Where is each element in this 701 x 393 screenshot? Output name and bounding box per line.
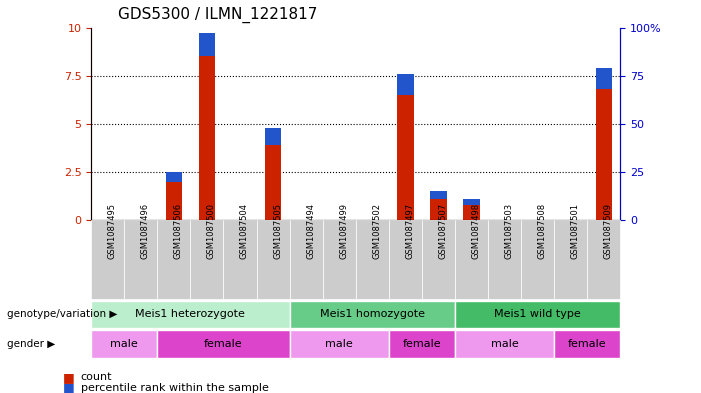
Text: GSM1087502: GSM1087502: [372, 204, 381, 259]
Text: male: male: [325, 339, 353, 349]
Bar: [430, 199, 447, 220]
Bar: [596, 89, 612, 220]
Text: GSM1087499: GSM1087499: [339, 204, 348, 259]
Text: ■: ■: [63, 371, 75, 384]
Text: Meis1 heterozygote: Meis1 heterozygote: [135, 309, 245, 320]
Text: GSM1087503: GSM1087503: [505, 203, 514, 259]
Text: Meis1 wild type: Meis1 wild type: [494, 309, 581, 320]
Text: Meis1 homozygote: Meis1 homozygote: [320, 309, 425, 320]
Text: GDS5300 / ILMN_1221817: GDS5300 / ILMN_1221817: [118, 7, 317, 23]
Text: genotype/variation ▶: genotype/variation ▶: [7, 309, 117, 320]
Text: GSM1087494: GSM1087494: [306, 204, 315, 259]
Text: GSM1087507: GSM1087507: [438, 203, 447, 259]
Text: count: count: [81, 372, 112, 382]
Text: GSM1087496: GSM1087496: [141, 203, 150, 259]
Text: GSM1087508: GSM1087508: [538, 203, 547, 259]
Bar: [265, 145, 281, 220]
Text: percentile rank within the sample: percentile rank within the sample: [81, 383, 268, 393]
Text: GSM1087498: GSM1087498: [472, 203, 480, 259]
Text: GSM1087509: GSM1087509: [604, 204, 613, 259]
Bar: [397, 95, 414, 220]
Bar: [165, 172, 182, 182]
Text: gender ▶: gender ▶: [7, 339, 55, 349]
Bar: [165, 182, 182, 220]
Text: GSM1087497: GSM1087497: [405, 203, 414, 259]
Bar: [463, 199, 479, 205]
Bar: [198, 56, 215, 220]
Text: GSM1087495: GSM1087495: [108, 204, 116, 259]
Bar: [430, 191, 447, 199]
Text: ■: ■: [63, 381, 75, 393]
Text: female: female: [402, 339, 441, 349]
Text: GSM1087505: GSM1087505: [273, 204, 282, 259]
Text: GSM1087500: GSM1087500: [207, 204, 216, 259]
Bar: [463, 205, 479, 220]
Bar: [265, 128, 281, 145]
Text: male: male: [110, 339, 138, 349]
Bar: [596, 68, 612, 89]
Bar: [198, 33, 215, 56]
Text: GSM1087504: GSM1087504: [240, 204, 249, 259]
Text: GSM1087501: GSM1087501: [571, 204, 580, 259]
Bar: [397, 74, 414, 95]
Text: female: female: [204, 339, 243, 349]
Text: female: female: [568, 339, 606, 349]
Text: male: male: [491, 339, 519, 349]
Text: GSM1087506: GSM1087506: [174, 203, 183, 259]
